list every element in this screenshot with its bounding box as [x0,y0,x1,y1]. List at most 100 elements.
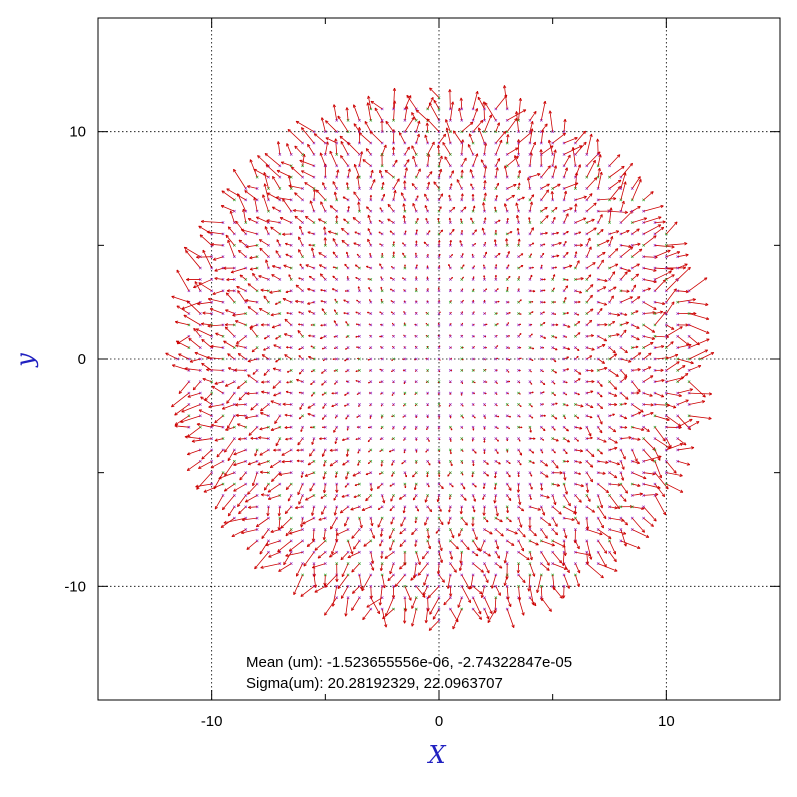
field-arrow [261,354,269,360]
field-arrow [264,226,269,235]
field-arrowhead [331,404,334,407]
field-arrowhead [235,413,239,416]
field-arrowhead [286,381,289,383]
field-arrow [381,495,385,504]
field-arrowhead [233,462,236,466]
field-arrowhead [335,489,338,493]
field-marker [244,266,248,270]
field-arrow [199,234,212,246]
field-arrowhead [191,439,195,442]
field-arrow [313,133,326,144]
field-marker [380,437,384,441]
field-marker [357,198,361,202]
field-arrow [352,586,360,594]
field-arrow [388,529,394,539]
field-arrow [238,438,246,440]
field-arrowhead [368,287,371,289]
field-arrow [262,194,269,212]
field-arrow [261,391,269,394]
field-arrowhead [297,441,299,446]
field-arrow [300,518,303,528]
field-arrow [380,563,383,571]
field-arrowhead [415,276,418,278]
field-arrowhead [329,448,333,451]
field-arrow [208,404,224,408]
field-arrowhead [185,249,189,252]
field-arrowhead [414,521,416,524]
field-arrowhead [285,553,289,557]
field-arrow [238,239,247,246]
field-arrowhead [263,172,267,175]
field-marker [380,312,384,315]
field-arrow [196,256,212,258]
field-arrow [311,506,315,516]
field-arrowhead [472,429,474,431]
field-arrowhead [359,127,362,131]
field-arrow [273,344,281,348]
field-arrow [224,461,235,476]
field-arrow [321,117,326,132]
field-arrow [223,483,235,492]
field-arrowhead [178,390,181,394]
field-arrowhead [461,462,463,464]
field-marker [335,232,339,236]
field-arrow [214,415,224,424]
field-arrowhead [284,426,288,429]
field-arrow [347,142,360,155]
field-arrowhead [295,284,300,287]
field-arrow [324,141,329,155]
field-arrow [280,517,292,529]
field-arrowhead [275,250,279,253]
field-arrowhead [348,206,350,209]
field-arrow [335,529,349,536]
field-arrowhead [238,353,242,355]
field-arrow [311,438,315,445]
field-arrowhead [244,190,248,192]
field-arrow [250,324,258,328]
field-marker [244,277,248,281]
field-arrowhead [325,120,329,122]
field-arrow [357,175,360,189]
field-arrow [344,517,349,527]
field-arrowhead [379,450,381,452]
field-arrowhead [262,194,266,198]
field-marker [312,243,316,247]
field-arrowhead [344,485,346,488]
field-arrowhead [332,275,335,277]
field-arrowhead [324,237,327,241]
field-arrow [381,144,387,155]
field-arrow [226,392,235,404]
field-arrow [247,306,258,314]
field-arrow [279,217,292,223]
field-arrowhead [388,450,391,453]
field-arrow [366,206,372,212]
field-arrowhead [351,535,353,539]
field-marker [357,437,361,441]
field-arrowhead [282,198,286,201]
field-arrow [254,551,269,570]
field-arrowhead [286,370,289,373]
field-arrow [247,460,258,465]
field-arrow [361,574,372,592]
field-arrow [259,247,269,257]
field-arrowhead [368,381,370,384]
field-arrow [351,597,360,611]
field-marker [357,289,361,293]
field-arrowhead [263,372,266,376]
field-arrowhead [221,506,224,510]
field-arrowhead [382,585,386,589]
field-marker [357,459,361,463]
field-marker [255,277,259,281]
field-arrow [221,190,235,201]
field-arrow [186,460,201,471]
field-arrow [211,385,224,394]
field-arrow [379,540,383,547]
field-arrowhead [341,438,345,441]
field-arrowhead [187,434,190,438]
field-arrow [244,190,258,201]
field-arrow [362,608,372,620]
field-arrowhead [438,462,441,464]
field-arrowhead [238,249,242,252]
field-marker [380,175,384,179]
field-arrowhead [259,247,263,250]
